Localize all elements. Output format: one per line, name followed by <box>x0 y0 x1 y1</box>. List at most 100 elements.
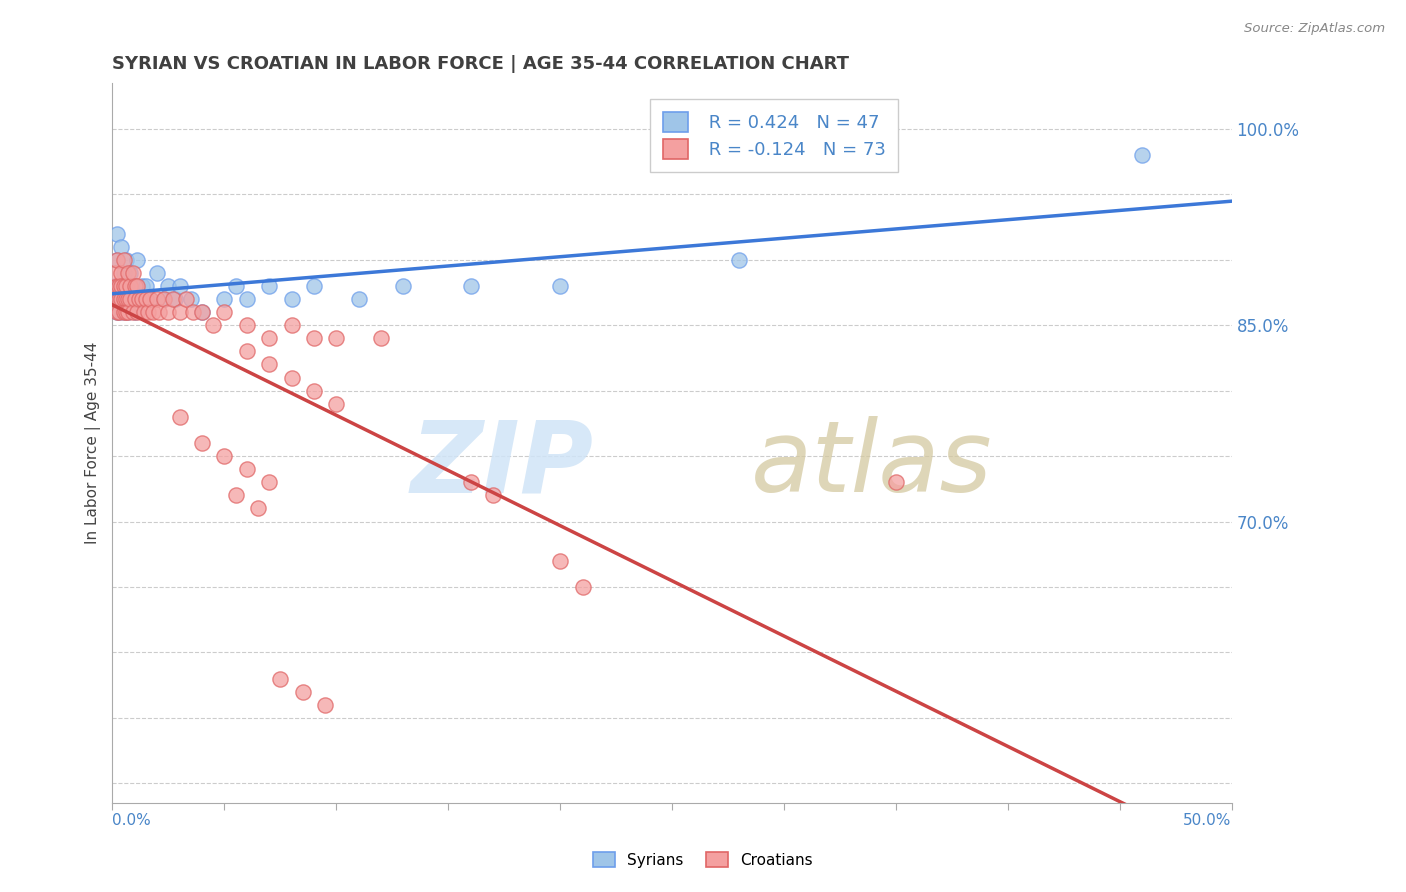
Point <box>214 449 236 463</box>
Point <box>125 252 148 267</box>
Point <box>120 279 142 293</box>
Point <box>392 279 415 293</box>
Point <box>280 318 302 333</box>
Point <box>146 292 169 306</box>
Point <box>257 331 280 345</box>
Point <box>169 279 191 293</box>
Point <box>108 292 131 306</box>
Point <box>124 279 146 293</box>
Point <box>235 318 257 333</box>
Point <box>104 266 127 280</box>
Point <box>460 475 482 490</box>
Point <box>120 266 142 280</box>
Point <box>235 292 257 306</box>
Point <box>181 305 204 319</box>
Point <box>108 305 131 319</box>
Point <box>191 436 214 450</box>
Point <box>157 279 180 293</box>
Point <box>117 305 139 319</box>
Text: ZIP: ZIP <box>411 416 593 513</box>
Point <box>728 252 751 267</box>
Point <box>117 279 139 293</box>
Point <box>174 292 197 306</box>
Point <box>110 292 132 306</box>
Text: 0.0%: 0.0% <box>112 814 152 829</box>
Point <box>105 305 128 319</box>
Point <box>257 475 280 490</box>
Point <box>117 292 139 306</box>
Point <box>112 252 135 267</box>
Point <box>112 305 135 319</box>
Point <box>884 475 907 490</box>
Point <box>108 279 131 293</box>
Y-axis label: In Labor Force | Age 35-44: In Labor Force | Age 35-44 <box>86 342 101 544</box>
Point <box>112 305 135 319</box>
Point <box>314 698 336 712</box>
Point <box>121 305 143 319</box>
Point <box>115 292 138 306</box>
Point <box>235 344 257 359</box>
Point <box>153 292 176 306</box>
Point <box>105 252 128 267</box>
Point <box>125 305 148 319</box>
Point <box>325 331 347 345</box>
Point <box>225 488 247 502</box>
Legend: Syrians, Croatians: Syrians, Croatians <box>588 846 818 873</box>
Point <box>571 580 593 594</box>
Point <box>370 331 392 345</box>
Point <box>104 292 127 306</box>
Point <box>120 292 142 306</box>
Point <box>139 292 162 306</box>
Point <box>108 279 131 293</box>
Point <box>105 252 128 267</box>
Point <box>105 305 128 319</box>
Point <box>108 292 131 306</box>
Point <box>1130 148 1153 162</box>
Point <box>347 292 370 306</box>
Point <box>180 292 202 306</box>
Point <box>191 305 214 319</box>
Point <box>115 305 138 319</box>
Point <box>104 292 127 306</box>
Point <box>110 240 132 254</box>
Point <box>302 384 325 398</box>
Point <box>302 279 325 293</box>
Point <box>132 305 155 319</box>
Point <box>135 292 157 306</box>
Point <box>121 279 143 293</box>
Point <box>214 292 236 306</box>
Point <box>257 358 280 372</box>
Point <box>112 279 135 293</box>
Point <box>148 305 170 319</box>
Point <box>482 488 505 502</box>
Point <box>165 292 187 306</box>
Point <box>128 292 150 306</box>
Point <box>124 292 146 306</box>
Point <box>162 292 184 306</box>
Point <box>146 266 169 280</box>
Text: 50.0%: 50.0% <box>1184 814 1232 829</box>
Point <box>125 279 148 293</box>
Point <box>131 292 153 306</box>
Point <box>548 279 571 293</box>
Text: SYRIAN VS CROATIAN IN LABOR FORCE | AGE 35-44 CORRELATION CHART: SYRIAN VS CROATIAN IN LABOR FORCE | AGE … <box>112 55 849 73</box>
Point <box>124 305 146 319</box>
Point <box>124 279 146 293</box>
Point <box>548 554 571 568</box>
Point <box>225 279 247 293</box>
Point <box>153 292 176 306</box>
Point <box>202 318 225 333</box>
Point <box>139 292 162 306</box>
Legend:  R = 0.424   N = 47,  R = -0.124   N = 73: R = 0.424 N = 47, R = -0.124 N = 73 <box>650 99 898 171</box>
Point <box>246 501 269 516</box>
Point <box>110 279 132 293</box>
Point <box>120 292 142 306</box>
Point <box>121 266 143 280</box>
Point <box>157 305 180 319</box>
Point <box>291 684 314 698</box>
Text: atlas: atlas <box>751 416 993 513</box>
Point <box>108 305 131 319</box>
Point <box>110 279 132 293</box>
Point <box>112 279 135 293</box>
Point <box>105 227 128 241</box>
